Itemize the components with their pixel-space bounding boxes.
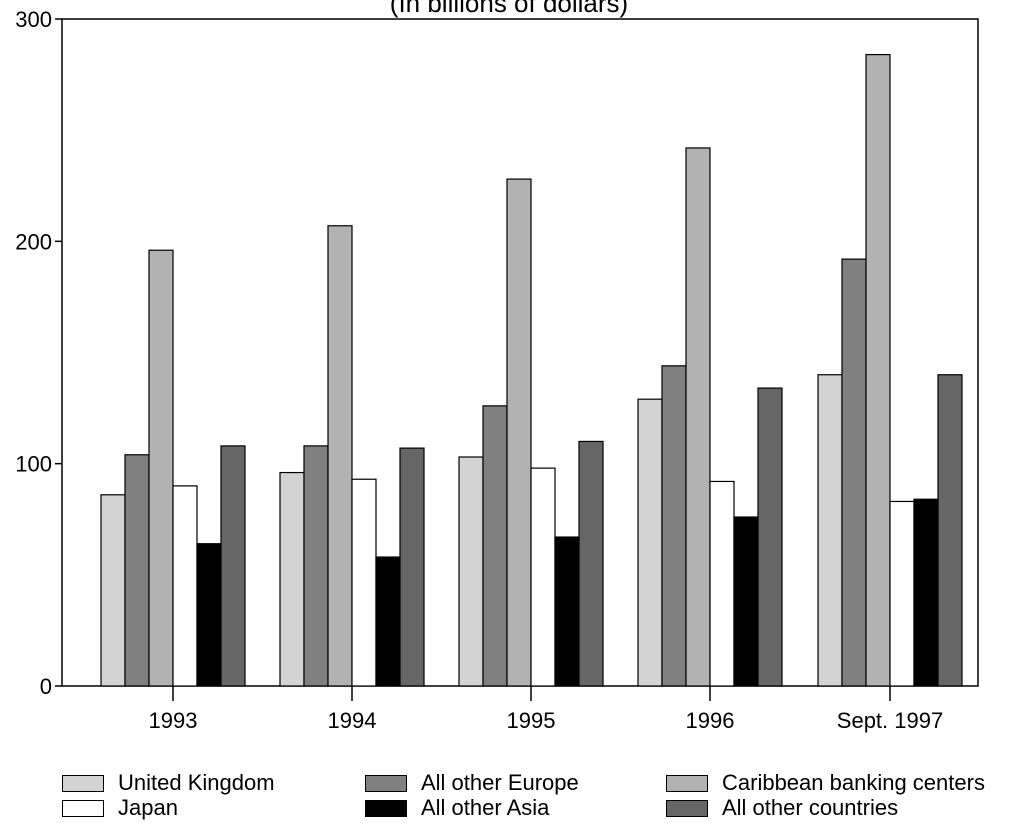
x-axis: 1993 1994 1995 1996 Sept. 1997 (149, 686, 943, 733)
legend-label: All other Europe (421, 770, 579, 795)
bar (327, 225, 353, 687)
bar (913, 498, 939, 687)
y-tick-label: 200 (15, 229, 52, 254)
legend-item: Caribbean banking centers (666, 770, 985, 796)
chart-subtitle: (In billions of dollars) (389, 0, 629, 18)
y-tick-label: 300 (15, 7, 52, 32)
bar (757, 387, 783, 687)
bar (375, 556, 401, 687)
bar (100, 494, 126, 687)
x-tick-label: 1996 (686, 708, 735, 733)
legend-label: All other Asia (421, 795, 550, 820)
bar (817, 374, 843, 687)
legend-label: All other countries (722, 795, 899, 820)
y-tick-label: 100 (15, 452, 52, 477)
y-axis: 0 100 200 300 (15, 7, 62, 699)
bar (637, 398, 663, 687)
legend-item: All other countries (666, 795, 898, 821)
bar (303, 445, 329, 687)
bar-chart: 0 100 200 300 1993 1994 1995 1996 Sept. 1997 (15, 7, 979, 733)
legend-swatch (666, 774, 708, 792)
bar (279, 471, 305, 687)
bar (554, 536, 580, 687)
legend-item: Japan (62, 795, 178, 821)
bar (172, 485, 198, 687)
legend-label: Japan (118, 795, 178, 820)
bar (399, 447, 425, 687)
legend-swatch (62, 774, 104, 792)
bar (530, 467, 556, 687)
legend-item: All other Europe (365, 770, 579, 796)
x-tick-label: 1994 (328, 708, 377, 733)
y-tick-label: 0 (40, 674, 52, 699)
bar (351, 478, 377, 687)
x-tick-label: 1993 (149, 708, 198, 733)
legend-label: Caribbean banking centers (722, 770, 985, 795)
legend-swatch (62, 799, 104, 817)
legend-item: United Kingdom (62, 770, 275, 796)
legend-label: United Kingdom (118, 770, 275, 795)
legend-swatch (666, 799, 708, 817)
bar (506, 178, 532, 687)
bar (865, 53, 891, 687)
bar (220, 445, 246, 687)
x-tick-label: Sept. 1997 (837, 708, 943, 733)
bar (196, 543, 222, 687)
bar (578, 440, 604, 687)
bar (685, 147, 711, 687)
bar (889, 500, 915, 687)
bar (148, 249, 174, 687)
bar (124, 454, 150, 687)
bar (709, 480, 735, 687)
legend-item: All other Asia (365, 795, 549, 821)
legend-swatch (365, 799, 407, 817)
bar (661, 365, 687, 687)
bar (482, 405, 508, 687)
bar (733, 516, 759, 687)
legend: United Kingdom All other Europe Caribbean … (62, 770, 1012, 823)
bar (841, 258, 867, 687)
bar (458, 456, 484, 687)
legend-swatch (365, 774, 407, 792)
x-tick-label: 1995 (507, 708, 556, 733)
bars (100, 53, 963, 687)
bar (937, 374, 963, 687)
